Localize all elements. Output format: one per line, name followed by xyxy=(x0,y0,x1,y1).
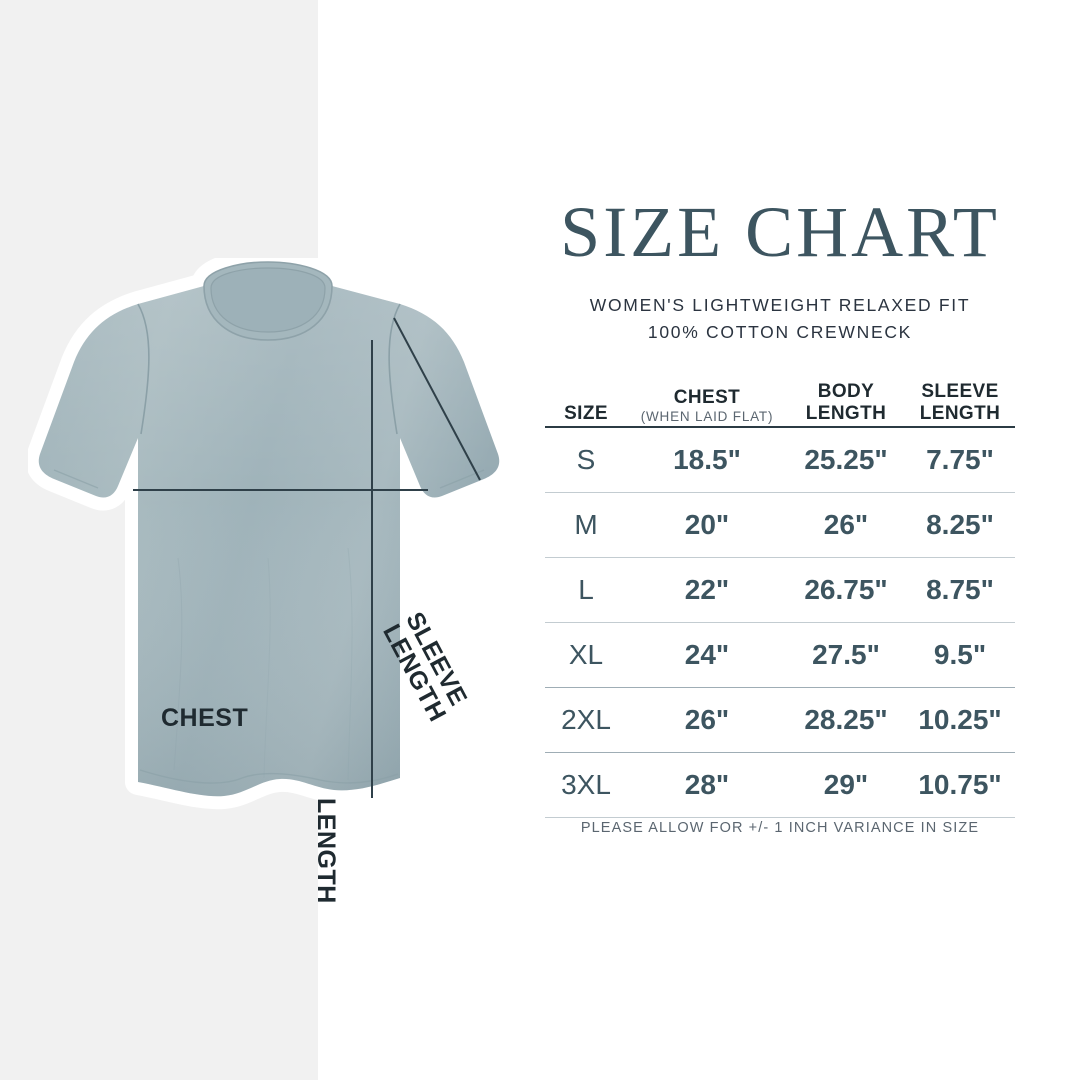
row-divider xyxy=(545,492,1015,493)
table-row: L 22" 26.75" 8.75" xyxy=(545,558,1015,623)
column-header-sleeve-length: SLEEVE LENGTH xyxy=(905,368,1015,427)
cell-size: L xyxy=(578,574,594,605)
row-divider xyxy=(545,622,1015,623)
page-subtitle: WOMEN'S LIGHTWEIGHT RELAXED FIT 100% COT… xyxy=(520,292,1040,346)
fabric-fold-1 xyxy=(173,557,183,771)
table-header: SIZE CHEST (WHEN LAID FLAT) BODY LENGTH … xyxy=(545,368,1015,427)
row-divider-cell xyxy=(545,687,1015,688)
variance-note: PLEASE ALLOW FOR +/- 1 INCH VARIANCE IN … xyxy=(580,820,980,836)
chart-column: SIZE CHART WOMEN'S LIGHTWEIGHT RELAXED F… xyxy=(520,0,1040,1080)
shirt-collar-inner xyxy=(210,267,326,333)
fabric-fold-3 xyxy=(347,547,353,781)
chest-header-main: CHEST xyxy=(673,386,741,408)
fabric-fold-2 xyxy=(263,557,271,779)
cell-size: 2XL xyxy=(561,704,611,735)
cell-size: XL xyxy=(568,639,604,670)
cell-body-length: 26.75" xyxy=(804,574,888,605)
tshirt-illustration: CHEST LENGTH SLEEVE LENGTH xyxy=(28,258,508,904)
left-cuff-hem xyxy=(53,469,99,489)
cell-sleeve-length: 9.5" xyxy=(933,639,987,670)
body-header-line2: LENGTH xyxy=(805,402,887,424)
chest-header-sub: (WHEN LAID FLAT) xyxy=(640,408,774,424)
cell-chest: 26" xyxy=(684,704,730,735)
cell-chest: 22" xyxy=(684,574,730,605)
size-chart-table: SIZE CHEST (WHEN LAID FLAT) BODY LENGTH … xyxy=(545,368,1015,818)
row-divider-bottom xyxy=(545,817,1015,818)
shirt-hem-line xyxy=(139,769,399,784)
cell-size: S xyxy=(576,444,596,475)
cell-chest: 24" xyxy=(684,639,730,670)
sleeve-measure-line xyxy=(393,317,481,481)
cell-sleeve-length: 7.75" xyxy=(926,444,994,475)
table-row: 2XL 26" 28.25" 10.25" xyxy=(545,688,1015,753)
row-divider-cell xyxy=(545,817,1015,818)
row-divider-cell xyxy=(545,557,1015,558)
right-shoulder-seam xyxy=(388,303,401,435)
cell-sleeve-length: 8.75" xyxy=(926,574,994,605)
length-label: LENGTH xyxy=(312,798,340,904)
table-row: S 18.5" 25.25" 7.75" xyxy=(545,428,1015,493)
sleeve-header-line1: SLEEVE xyxy=(921,381,999,403)
cell-chest: 18.5" xyxy=(673,444,741,475)
cell-body-length: 26" xyxy=(823,509,869,540)
cell-body-length: 28.25" xyxy=(804,704,888,735)
table-row: M 20" 26" 8.25" xyxy=(545,493,1015,558)
cell-body-length: 27.5" xyxy=(812,639,880,670)
page-title: SIZE CHART xyxy=(560,192,1000,272)
column-header-size: SIZE xyxy=(564,402,608,424)
cell-chest: 20" xyxy=(684,509,730,540)
cell-chest: 28" xyxy=(684,769,730,800)
cell-sleeve-length: 10.25" xyxy=(918,704,1002,735)
cell-sleeve-length: 10.75" xyxy=(918,769,1002,800)
sleeve-header-line2: LENGTH xyxy=(919,402,1001,424)
cell-sleeve-length: 8.25" xyxy=(926,509,994,540)
left-shoulder-seam xyxy=(137,303,150,435)
table-body: S 18.5" 25.25" 7.75" M 20" 26" 8.25" xyxy=(545,426,1015,818)
tshirt-svg xyxy=(28,258,508,848)
row-divider-cell xyxy=(545,752,1015,753)
row-divider-cell xyxy=(545,622,1015,623)
subtitle-line-1: WOMEN'S LIGHTWEIGHT RELAXED FIT xyxy=(589,295,971,315)
body-header-line1: BODY xyxy=(817,381,875,403)
row-divider xyxy=(545,557,1015,558)
chest-label: CHEST xyxy=(161,704,249,732)
subtitle-line-2: 100% COTTON CREWNECK xyxy=(647,322,913,343)
row-divider xyxy=(545,752,1015,753)
column-header-body-length: BODY LENGTH xyxy=(787,368,905,427)
cell-body-length: 29" xyxy=(823,769,869,800)
header-row: SIZE CHEST (WHEN LAID FLAT) BODY LENGTH … xyxy=(545,368,1015,427)
column-header-chest: CHEST (WHEN LAID FLAT) xyxy=(627,368,787,427)
row-divider-cell xyxy=(545,492,1015,493)
row-divider xyxy=(545,687,1015,688)
cell-body-length: 25.25" xyxy=(804,444,888,475)
cell-size: M xyxy=(574,509,598,540)
table-row: 3XL 28" 29" 10.75" xyxy=(545,753,1015,818)
cell-size: 3XL xyxy=(561,769,611,800)
table-row: XL 24" 27.5" 9.5" xyxy=(545,623,1015,688)
